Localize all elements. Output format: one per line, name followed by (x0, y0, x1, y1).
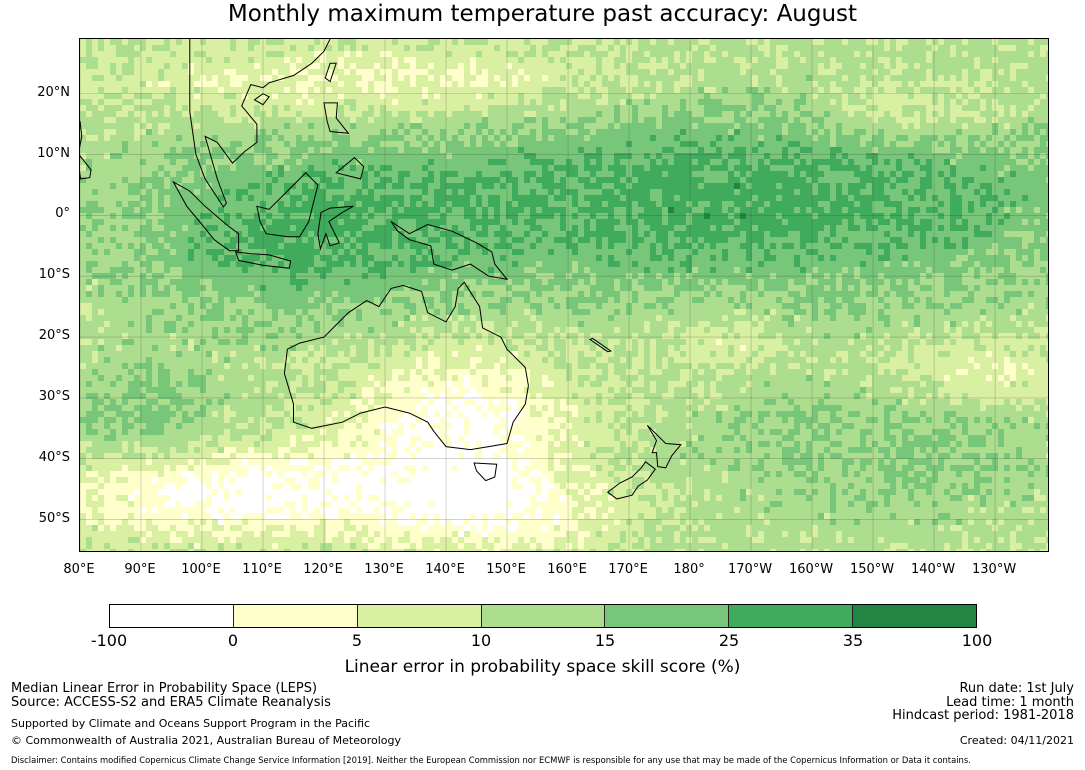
source-text: Source: ACCESS-S2 and ERA5 Climate Reana… (11, 695, 331, 710)
skill-field (80, 39, 1048, 551)
skill-map-canvas (80, 39, 1048, 551)
lon-label: 180° (673, 562, 705, 577)
run-date-text: Run date: 1st July (959, 681, 1074, 696)
lon-label: 140°E (425, 562, 465, 577)
lat-label: 0° (55, 206, 70, 222)
lat-label: 10°S (38, 267, 70, 283)
lat-label: 20°N (37, 84, 70, 100)
lat-label: 50°S (38, 510, 70, 526)
copyright-text: © Commonwealth of Australia 2021, Austra… (11, 734, 401, 747)
colorbar-segment (481, 605, 606, 627)
lon-label: 120°E (303, 562, 343, 577)
created-text: Created: 04/11/2021 (959, 734, 1074, 747)
colorbar-tick-label: 100 (961, 631, 993, 650)
colorbar (109, 604, 977, 628)
colorbar-tick-label: 15 (594, 631, 616, 650)
colorbar-tick-label: -100 (90, 631, 128, 650)
colorbar-tick-label: 5 (351, 631, 363, 650)
colorbar-tick-label: 35 (842, 631, 864, 650)
lon-label: 160°E (547, 562, 587, 577)
colorbar-segment (729, 605, 854, 627)
lat-label: 30°S (38, 388, 70, 404)
colorbar-tick-label: 10 (470, 631, 492, 650)
lon-label: 80°E (63, 562, 95, 577)
lon-label: 110°E (242, 562, 282, 577)
lon-label: 90°E (124, 562, 156, 577)
hindcast-text: Hindcast period: 1981-2018 (892, 708, 1074, 723)
lead-time-text: Lead time: 1 month (946, 695, 1074, 710)
disclaimer-text: Disclaimer: Contains modified Copernicus… (11, 755, 971, 765)
lon-label: 130°W (972, 562, 1017, 577)
lon-label: 170°E (608, 562, 648, 577)
lon-label: 140°W (910, 562, 956, 577)
colorbar-segment (357, 605, 482, 627)
colorbar-tick-label: 25 (718, 631, 740, 650)
map-title: Monthly maximum temperature past accurac… (227, 1, 858, 27)
colorbar-segment (853, 605, 977, 627)
lon-label: 100°E (181, 562, 221, 577)
lat-label: 10°N (37, 145, 70, 161)
skill-map (79, 38, 1049, 552)
colorbar-segment (605, 605, 730, 627)
lon-label: 130°E (364, 562, 404, 577)
colorbar-segment (233, 605, 358, 627)
lat-label: 20°S (38, 328, 70, 344)
coastlines (80, 39, 682, 500)
lon-label: 160°W (788, 562, 834, 577)
colorbar-segment (110, 605, 234, 627)
lat-label: 40°S (38, 449, 70, 465)
lon-label: 150°E (486, 562, 526, 577)
colorbar-tick-label: 0 (227, 631, 239, 650)
colorbar-title: Linear error in probability space skill … (344, 657, 741, 677)
method-text: Median Linear Error in Probability Space… (11, 681, 318, 696)
support-text: Supported by Climate and Oceans Support … (11, 717, 371, 730)
lon-label: 170°W (727, 562, 773, 577)
lon-label: 150°W (849, 562, 895, 577)
